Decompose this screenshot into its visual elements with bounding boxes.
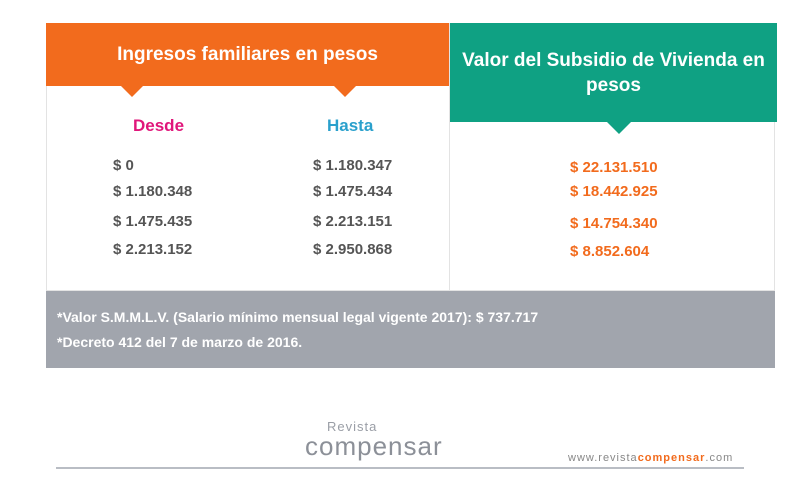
logo-small-text: Revista	[327, 419, 378, 434]
url-suffix: .com	[705, 452, 734, 464]
desde-cell: $ 1.180.348	[113, 183, 193, 200]
decree-note: *Decreto 412 del 7 de marzo de 2016.	[57, 334, 303, 350]
subsidy-cell: $ 22.131.510	[570, 159, 658, 176]
desde-cell: $ 2.213.152	[113, 241, 193, 258]
subsidy-header: Valor del Subsidio de Vivienda en pesos	[450, 23, 777, 122]
notes-band: *Valor S.M.M.L.V. (Salario mínimo mensua…	[46, 291, 775, 368]
income-arrow-desde	[120, 85, 144, 97]
logo-big-text: compensar	[305, 431, 443, 461]
url-accent: compensar	[637, 452, 706, 464]
subsidy-header-title: Valor del Subsidio de Vivienda en pesos	[462, 49, 765, 96]
website-url[interactable]: www.revistacompensar.com	[568, 452, 733, 464]
subsidy-cell: $ 8.852.604	[570, 243, 650, 260]
footer-rule	[56, 467, 744, 469]
income-header: Ingresos familiares en pesos	[46, 23, 449, 86]
hasta-cell: $ 1.180.347	[313, 157, 393, 174]
income-arrow-hasta	[333, 85, 357, 97]
subsidy-cell: $ 18.442.925	[570, 183, 658, 200]
desde-cell: $ 1.475.435	[113, 213, 193, 230]
hasta-cell: $ 1.475.434	[313, 183, 393, 200]
url-prefix: www.revista	[568, 452, 638, 464]
subsidy-arrow	[606, 121, 632, 134]
hasta-cell: $ 2.213.151	[313, 213, 393, 230]
column-divider	[449, 23, 450, 291]
income-header-title: Ingresos familiares en pesos	[117, 43, 378, 65]
smmlv-note: *Valor S.M.M.L.V. (Salario mínimo mensua…	[57, 309, 539, 325]
desde-cell: $ 0	[113, 157, 134, 174]
column-header-hasta: Hasta	[327, 116, 374, 135]
hasta-cell: $ 2.950.868	[313, 241, 393, 258]
subsidy-cell: $ 14.754.340	[570, 215, 658, 232]
column-header-desde: Desde	[133, 116, 185, 135]
